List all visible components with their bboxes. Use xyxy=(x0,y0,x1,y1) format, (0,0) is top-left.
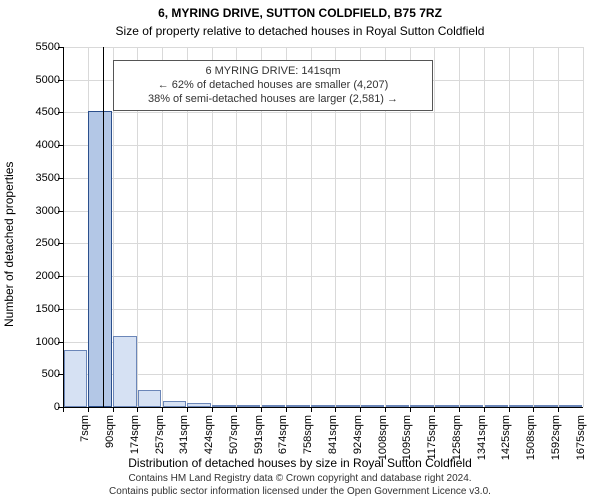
grid-line-v xyxy=(484,47,485,407)
x-tick-label: 841sqm xyxy=(327,415,339,465)
histogram-bar xyxy=(138,390,162,407)
y-tick-label: 3500 xyxy=(15,172,60,184)
info-box: 6 MYRING DRIVE: 141sqm← 62% of detached … xyxy=(113,60,433,111)
x-tick-label: 90sqm xyxy=(104,415,116,465)
y-tick-label: 2500 xyxy=(15,237,60,249)
grid-line-v xyxy=(558,47,559,407)
y-tick-label: 1500 xyxy=(15,303,60,315)
info-line-3: 38% of semi-detached houses are larger (… xyxy=(118,93,428,107)
info-line-2: ← 62% of detached houses are smaller (4,… xyxy=(118,79,428,93)
grid-line-h xyxy=(63,178,583,179)
chart-title: 6, MYRING DRIVE, SUTTON COLDFIELD, B75 7… xyxy=(0,6,600,20)
x-tick-label: 341sqm xyxy=(178,415,190,465)
x-tick-label: 1508sqm xyxy=(525,415,537,465)
y-tick-label: 4500 xyxy=(15,106,60,118)
y-tick-label: 5500 xyxy=(15,41,60,53)
grid-line-h xyxy=(63,145,583,146)
y-tick-label: 2000 xyxy=(15,270,60,282)
reference-line xyxy=(103,47,104,407)
y-tick-label: 500 xyxy=(15,368,60,380)
x-tick-label: 758sqm xyxy=(302,415,314,465)
grid-line-v xyxy=(459,47,460,407)
histogram-bar xyxy=(113,336,137,407)
x-tick-label: 1592sqm xyxy=(550,415,562,465)
x-tick-label: 507sqm xyxy=(228,415,240,465)
grid-line-v xyxy=(583,47,584,407)
x-tick-label: 1258sqm xyxy=(451,415,463,465)
y-axis-label: Number of detached properties xyxy=(2,162,16,327)
x-tick-label: 1095sqm xyxy=(401,415,413,465)
y-tick-label: 3000 xyxy=(15,205,60,217)
y-tick-label: 4000 xyxy=(15,139,60,151)
x-tick-label: 1425sqm xyxy=(500,415,512,465)
x-tick-label: 7sqm xyxy=(79,415,91,465)
info-line-1: 6 MYRING DRIVE: 141sqm xyxy=(118,65,428,79)
chart-container: { "title": "6, MYRING DRIVE, SUTTON COLD… xyxy=(0,0,600,500)
plot-area: 6 MYRING DRIVE: 141sqm← 62% of detached … xyxy=(63,47,583,407)
x-tick-label: 1175sqm xyxy=(426,415,438,465)
y-axis-line xyxy=(63,47,64,407)
chart-subtitle: Size of property relative to detached ho… xyxy=(0,24,600,38)
grid-line-h xyxy=(63,276,583,277)
y-tick-label: 0 xyxy=(15,401,60,413)
x-tick-label: 424sqm xyxy=(203,415,215,465)
grid-line-h xyxy=(63,243,583,244)
x-tick-label: 924sqm xyxy=(352,415,364,465)
y-tick-label: 5000 xyxy=(15,74,60,86)
y-tick-label: 1000 xyxy=(15,336,60,348)
histogram-bar xyxy=(64,350,88,407)
grid-line-v xyxy=(434,47,435,407)
grid-line-h xyxy=(63,342,583,343)
grid-line-h xyxy=(63,112,583,113)
x-tick-label: 674sqm xyxy=(277,415,289,465)
chart-footer: Contains HM Land Registry data © Crown c… xyxy=(0,473,600,498)
grid-line-h xyxy=(63,309,583,310)
grid-line-h xyxy=(63,374,583,375)
footer-line-2: Contains public sector information licen… xyxy=(0,486,600,499)
x-tick-label: 591sqm xyxy=(253,415,265,465)
grid-line-h xyxy=(63,211,583,212)
x-tick-label: 1675sqm xyxy=(575,415,587,465)
x-tick-label: 1341sqm xyxy=(476,415,488,465)
grid-line-v xyxy=(533,47,534,407)
x-axis-line xyxy=(63,407,583,408)
grid-line-v xyxy=(509,47,510,407)
histogram-bar xyxy=(88,111,112,408)
x-tick-label: 257sqm xyxy=(154,415,166,465)
x-tick-label: 174sqm xyxy=(129,415,141,465)
footer-line-1: Contains HM Land Registry data © Crown c… xyxy=(0,473,600,486)
grid-line-h xyxy=(63,47,583,48)
x-tick-label: 1008sqm xyxy=(377,415,389,465)
